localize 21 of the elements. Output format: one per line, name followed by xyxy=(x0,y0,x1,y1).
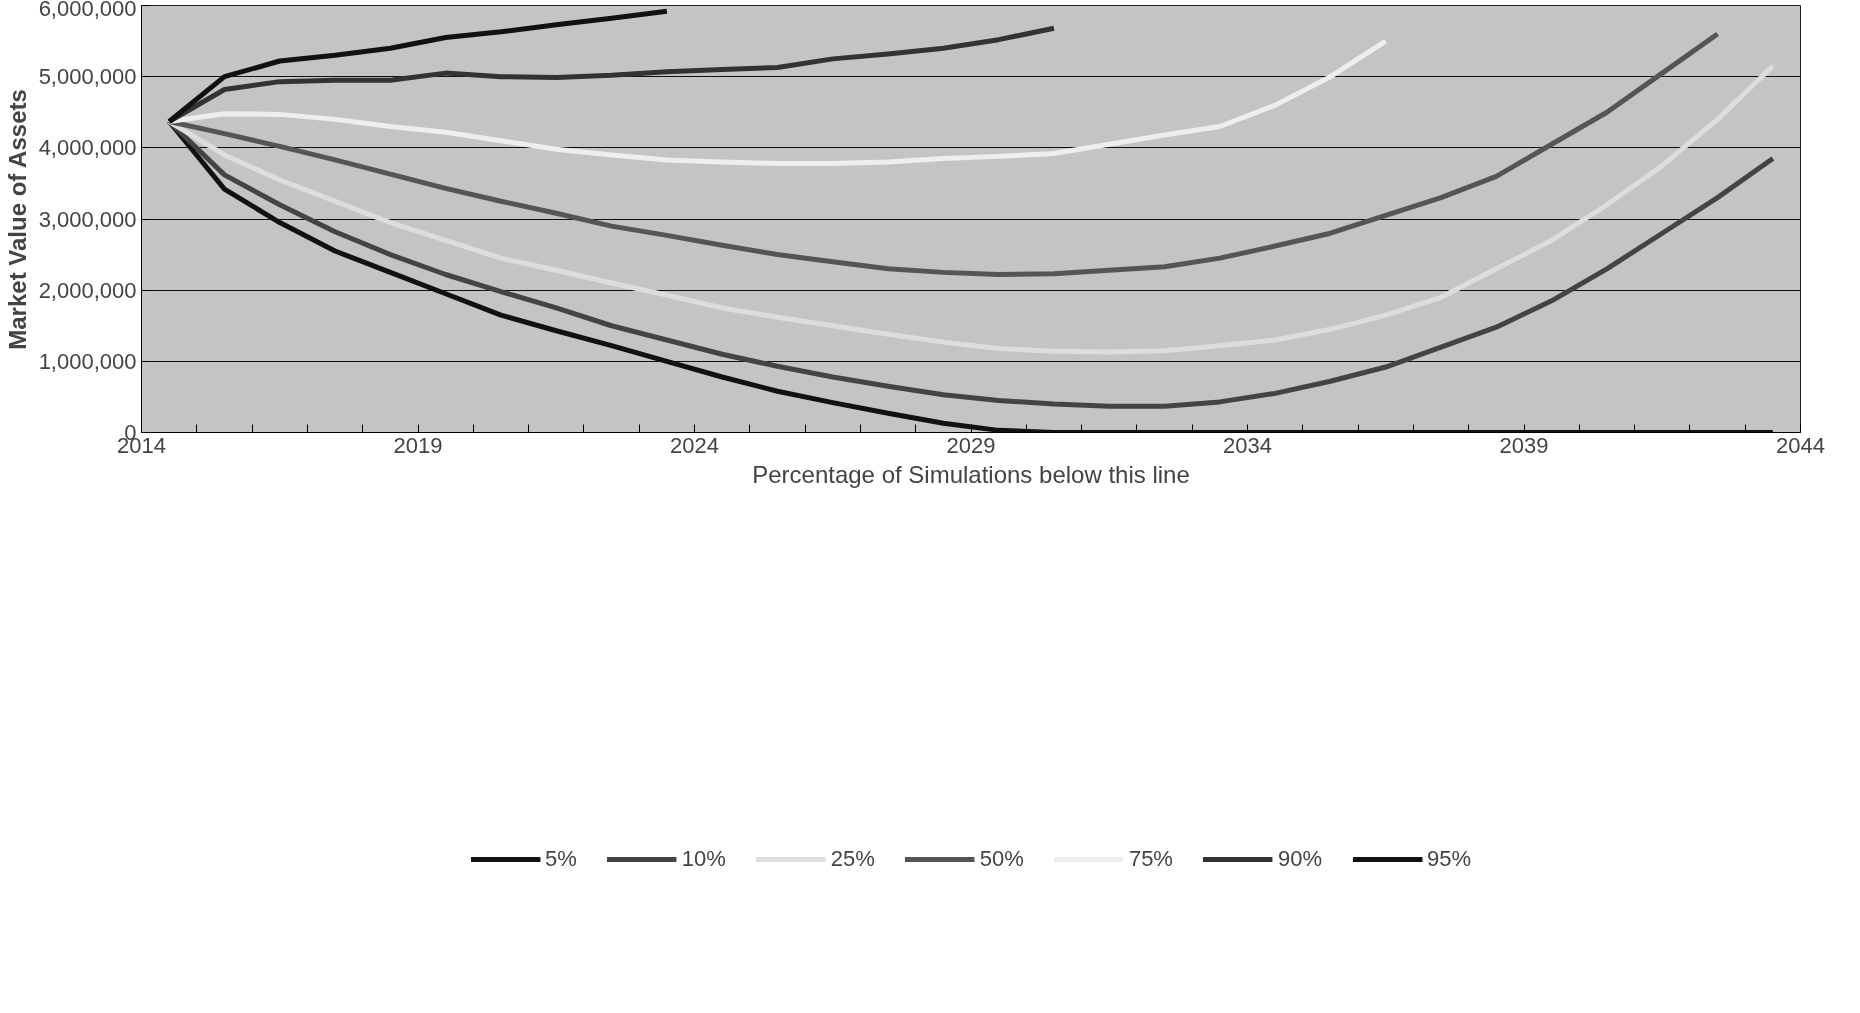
y-tick-label: 6,000,000 xyxy=(38,0,137,21)
x-tick-label: 2024 xyxy=(670,432,719,458)
legend-label: 90% xyxy=(1277,845,1322,872)
y-tick-label: 5,000,000 xyxy=(38,64,137,90)
x-tick-label: 2044 xyxy=(1776,432,1825,458)
x-tick-label: 2019 xyxy=(393,432,443,458)
x-tick-label: 2034 xyxy=(1223,432,1272,458)
legend-label: 5% xyxy=(544,845,577,872)
legend-label: 95% xyxy=(1426,845,1472,872)
y-tick-label: 3,000,000 xyxy=(38,206,137,232)
y-tick-label: 2,000,000 xyxy=(38,277,137,303)
legend-label: 25% xyxy=(830,845,875,872)
legend-label: 75% xyxy=(1128,845,1173,872)
x-tick-label: 2029 xyxy=(946,432,996,458)
y-axis-title: Market Value of Assets xyxy=(3,89,31,350)
y-tick-label: 1,000,000 xyxy=(38,348,137,374)
legend-label: 10% xyxy=(681,845,726,872)
x-axis-title: Percentage of Simulations below this line xyxy=(752,460,1190,488)
y-tick-label: 4,000,000 xyxy=(38,135,137,161)
legend-label: 50% xyxy=(979,845,1024,872)
x-tick-label: 2039 xyxy=(1499,432,1549,458)
